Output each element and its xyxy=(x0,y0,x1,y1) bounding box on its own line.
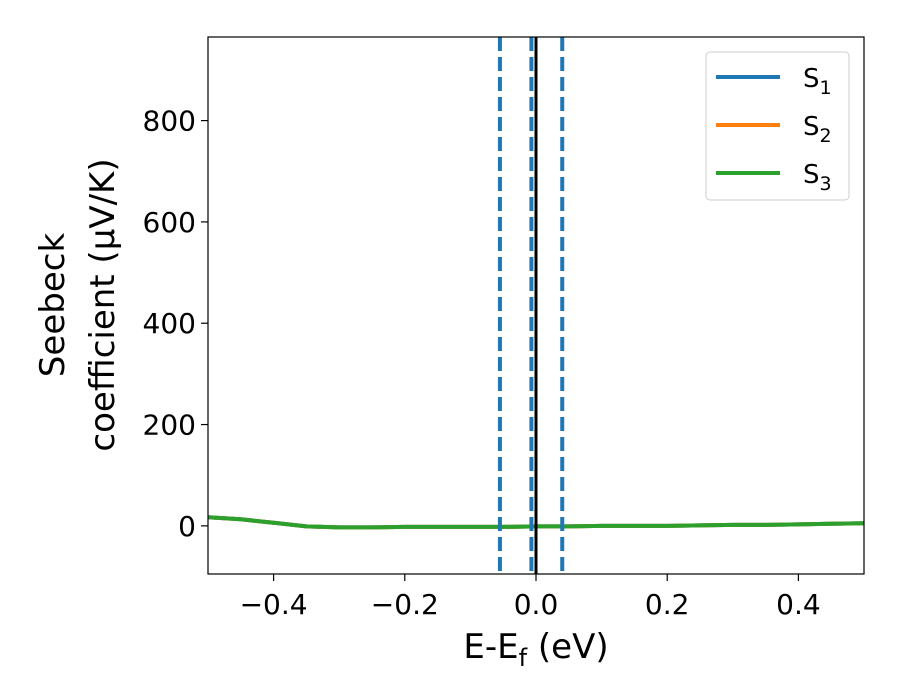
legend: S1 S2 S3 xyxy=(705,51,850,201)
y-tick-label: 600 xyxy=(143,206,196,239)
y-tick-label: 800 xyxy=(143,105,196,138)
legend-label-2: S2 xyxy=(803,112,832,147)
x-tick-label: −0.2 xyxy=(371,588,439,621)
legend-label-3: S3 xyxy=(803,160,832,195)
y-tick-label: 200 xyxy=(143,409,196,442)
x-axis-label: E-Ef (eV) xyxy=(463,627,608,672)
x-tick-label: 0.4 xyxy=(776,588,821,621)
y-axis-label-line1: Seebeck xyxy=(33,233,73,378)
y-tick-label: 0 xyxy=(178,510,196,543)
y-tick-label: 400 xyxy=(143,307,196,340)
x-tick-label: 0.2 xyxy=(645,588,690,621)
y-axis-label: Seebeck coefficient (μV/K) xyxy=(33,158,123,451)
y-axis-label-line2: coefficient (μV/K) xyxy=(83,158,123,451)
x-tick-label: −0.4 xyxy=(240,588,308,621)
legend-label-1: S1 xyxy=(803,64,832,99)
x-tick-label: 0.0 xyxy=(514,588,559,621)
